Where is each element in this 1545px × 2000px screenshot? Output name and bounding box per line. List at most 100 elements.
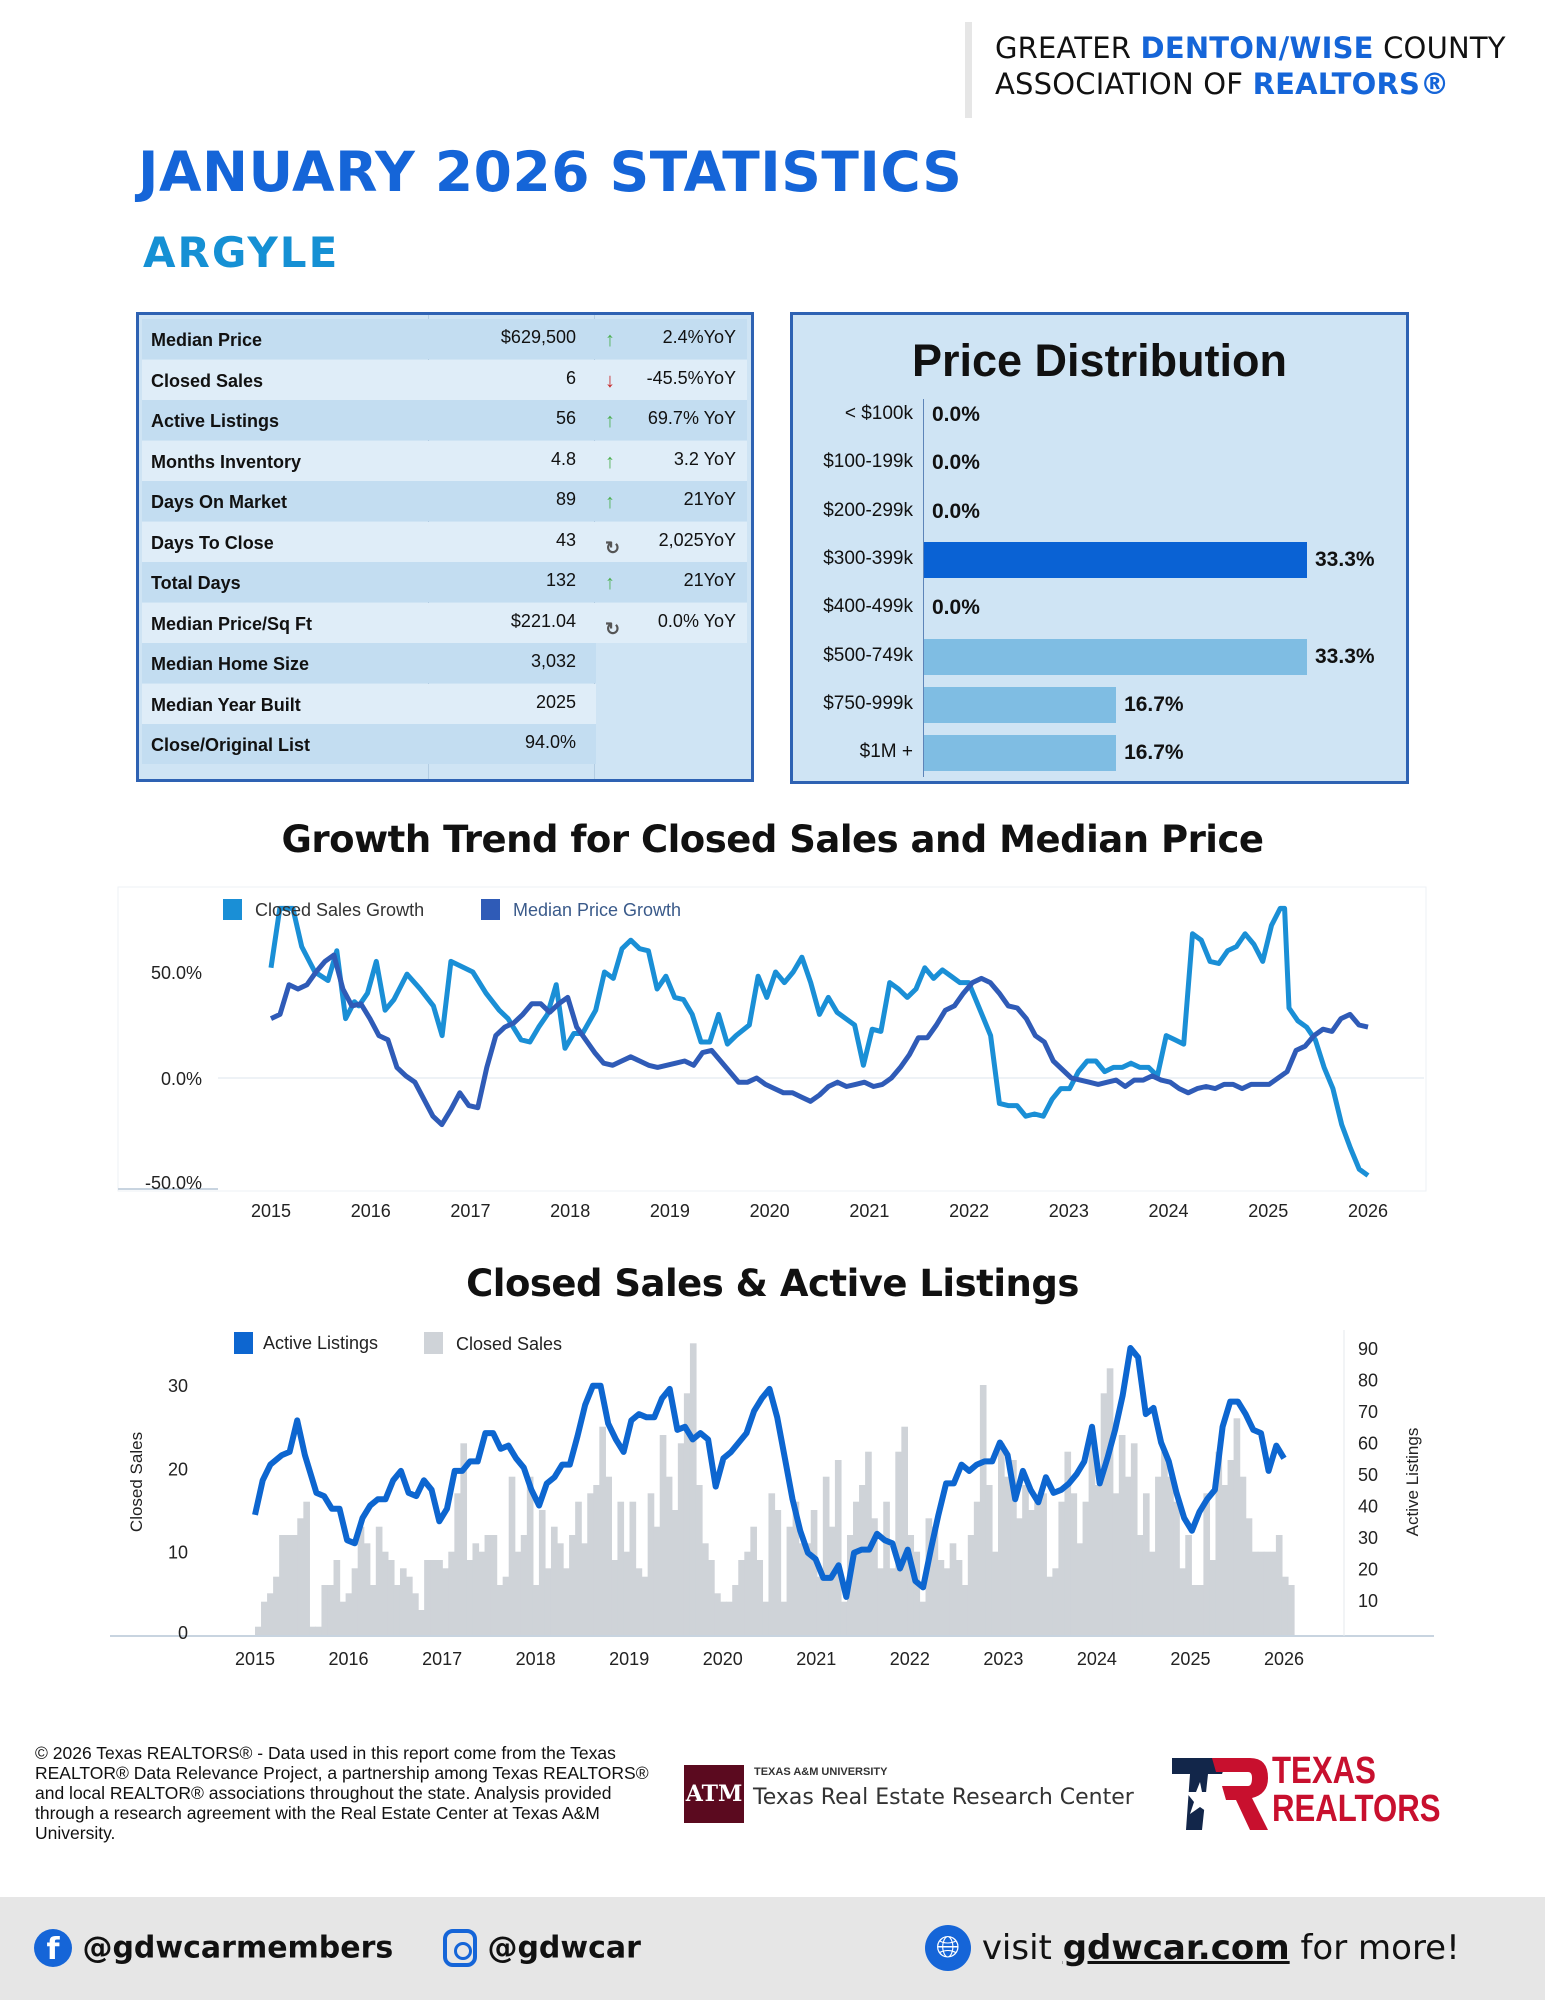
closed-sales-bar (961, 1585, 969, 1635)
closed-sales-bar (436, 1560, 443, 1635)
right-y-tick-label: 90 (1358, 1339, 1378, 1359)
price-bucket-bar (924, 638, 1307, 675)
closed-sales-bar (460, 1443, 468, 1635)
price-bucket-row: $750-999k 16.7% (793, 685, 1403, 723)
closed-sales-bar (834, 1460, 842, 1635)
org-text-bold: REALTORS® (1252, 67, 1450, 101)
closed-sales-bar (665, 1476, 673, 1635)
closed-sales-bar (635, 1568, 643, 1635)
x-tick-label: 2017 (450, 1201, 490, 1221)
closed-sales-bar (985, 1485, 993, 1635)
closed-sales-bar (889, 1568, 896, 1635)
closed-sales-bar (1161, 1451, 1168, 1635)
stat-value: 132 (545, 570, 576, 590)
legend-swatch (481, 899, 500, 920)
price-bucket-label: $500-749k (823, 644, 913, 666)
closed-sales-bar (1167, 1476, 1174, 1635)
instagram-link[interactable]: @gdwcar (443, 1929, 641, 1967)
closed-sales-bar (255, 1626, 262, 1635)
closed-sales-bar (508, 1476, 516, 1635)
website-link[interactable]: 🌐︎ visit gdwcar.com for more! (925, 1925, 1460, 1971)
price-bucket-label: $1M + (859, 741, 913, 763)
closed-sales-bar (393, 1585, 401, 1635)
trend-up-icon: ↑ (605, 572, 615, 594)
stat-value: 3,032 (530, 651, 576, 671)
right-y-tick-label: 30 (1358, 1528, 1378, 1548)
closed-sales-bar (611, 1560, 619, 1635)
closed-sales-bar (291, 1535, 298, 1635)
facebook-link[interactable]: f @gdwcarmembers (34, 1929, 393, 1967)
closed-sales-bar (339, 1601, 347, 1635)
growth-chart-title: Growth Trend for Closed Sales and Median… (281, 818, 1264, 861)
stat-row: Closed Sales 6 ↓ -45.5%YoY (142, 359, 747, 400)
closed-sales-bar (768, 1493, 776, 1635)
closed-sales-bar (279, 1535, 286, 1635)
legend-label: Median Price Growth (513, 900, 681, 920)
closed-sales-bar (448, 1551, 455, 1635)
x-tick-label: 2020 (703, 1649, 743, 1669)
closed-sales-bar (973, 1501, 981, 1635)
trend-up-icon: ↑ (605, 329, 615, 351)
closed-sales-bar (1233, 1418, 1241, 1635)
closed-sales-bar (587, 1493, 594, 1635)
org-logo: GREATER DENTON/WISE COUNTY ASSOCIATION O… (995, 30, 1506, 102)
x-tick-label: 2018 (550, 1201, 590, 1221)
closed-sales-bar (774, 1510, 782, 1635)
price-bucket-value: 33.3% (1315, 547, 1375, 571)
closed-sales-bar (557, 1543, 564, 1635)
tamu-small-text: TEXAS A&M UNIVERSITY (754, 1766, 888, 1778)
closed-sales-bar (726, 1601, 733, 1635)
closed-sales-bar (327, 1585, 335, 1635)
org-text: GREATER (995, 31, 1141, 65)
closed-sales-bar (1185, 1535, 1192, 1635)
closed-sales-bar (375, 1526, 383, 1635)
closed-sales-bar (617, 1501, 625, 1635)
closed-sales-bar (369, 1585, 377, 1635)
closed-sales-bar (267, 1593, 274, 1635)
price-bucket-label: $100-199k (823, 451, 913, 473)
closed-sales-bar (714, 1593, 721, 1635)
closed-sales-bar (333, 1560, 341, 1635)
stat-row: Close/Original List 94.0% (142, 724, 596, 764)
legend-label: Closed Sales Growth (255, 900, 424, 920)
website-url[interactable]: gdwcar.com (1062, 1928, 1290, 1968)
closed-sales-bar (744, 1551, 751, 1635)
closed-sales-bar (750, 1526, 757, 1635)
closed-sales-bar (659, 1435, 667, 1635)
stat-label: Days On Market (151, 492, 288, 512)
closed-sales-bar (907, 1535, 915, 1635)
x-tick-label: 2025 (1170, 1649, 1210, 1669)
closed-sales-bar (273, 1576, 280, 1635)
page-title: JANUARY 2026 STATISTICS (138, 140, 963, 204)
price-distribution-axis (923, 399, 924, 777)
closed-sales-bar (925, 1518, 933, 1635)
texas-realtors-logo: TEXAS REALTORS (1172, 1752, 1442, 1834)
closed-sales-bar (532, 1585, 540, 1635)
closed-sales-bar (261, 1601, 268, 1635)
closed-sales-bar (315, 1626, 323, 1635)
closed-sales-bar (702, 1543, 709, 1635)
closed-sales-bar (520, 1535, 528, 1635)
price-bucket-bar (924, 735, 1117, 772)
closed-sales-bar (357, 1526, 365, 1635)
stat-label: Days To Close (151, 532, 274, 553)
copyright-note: © 2026 Texas REALTORS® - Data used in th… (35, 1743, 649, 1843)
closed-sales-bar (1263, 1551, 1271, 1635)
closed-sales-bar (1269, 1551, 1277, 1635)
price-bucket-row: $1M + 16.7% (793, 733, 1403, 772)
closed-sales-bar (1130, 1443, 1138, 1635)
closed-sales-bar (1082, 1501, 1090, 1635)
closed-sales-bar (442, 1568, 449, 1635)
left-y-tick-label: 20 (168, 1459, 188, 1479)
closed-sales-bar (1239, 1476, 1247, 1635)
legend-label: Active Listings (263, 1333, 378, 1353)
closed-sales-bar (297, 1518, 304, 1635)
closed-sales-bar (1251, 1551, 1259, 1635)
right-y-tick-label: 40 (1358, 1497, 1378, 1517)
closed-sales-bar (569, 1535, 576, 1635)
closed-sales-bar (1046, 1576, 1053, 1635)
closed-sales-bar (605, 1476, 612, 1635)
closed-sales-bar (381, 1551, 389, 1635)
closed-sales-bar (550, 1526, 558, 1635)
visit-text: visit (981, 1928, 1063, 1968)
